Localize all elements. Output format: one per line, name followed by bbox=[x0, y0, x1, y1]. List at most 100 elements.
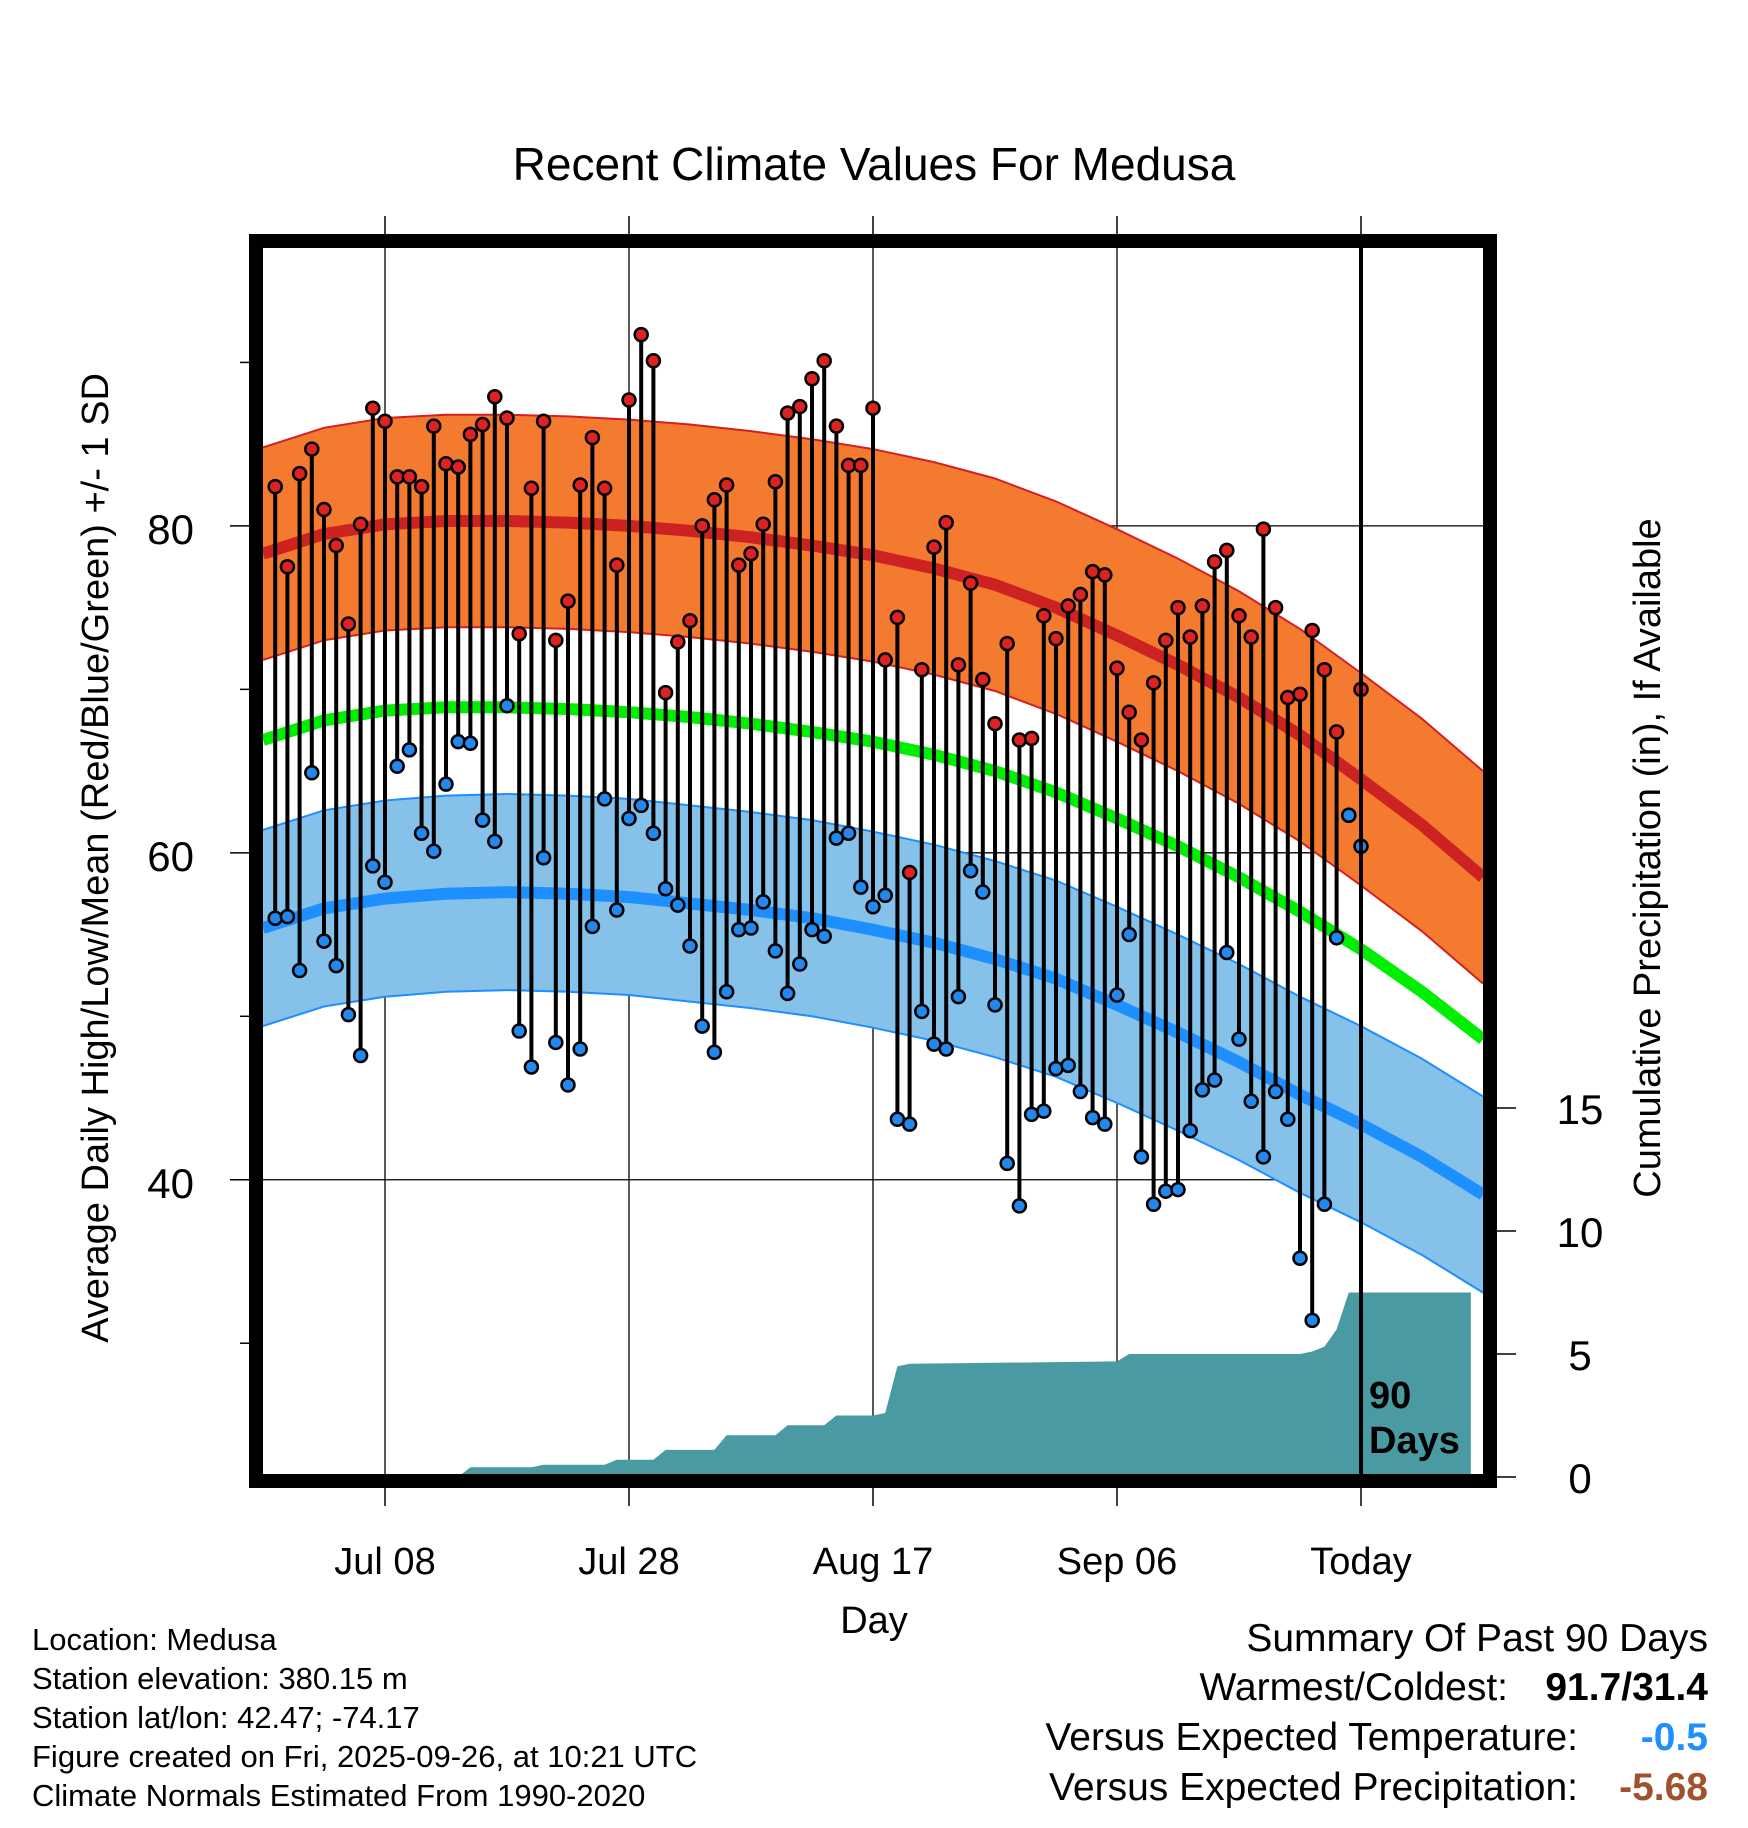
daily-low-point bbox=[1219, 944, 1235, 961]
daily-high-point bbox=[987, 715, 1003, 732]
daily-low-point bbox=[389, 758, 405, 774]
temp-departure-row: Versus Expected Temperature: -0.5 bbox=[1045, 1713, 1708, 1763]
daily-low-point bbox=[840, 825, 857, 841]
daily-high-point bbox=[1084, 563, 1101, 580]
daily-high-point bbox=[584, 429, 601, 446]
daily-low-point bbox=[304, 764, 320, 781]
daily-low-point bbox=[1060, 1057, 1076, 1074]
location-text: Location: Medusa bbox=[32, 1622, 277, 1657]
daily-high-point bbox=[279, 559, 296, 575]
daily-high-point bbox=[535, 413, 552, 430]
daily-high-point bbox=[889, 609, 906, 626]
daily-low-point bbox=[1182, 1122, 1198, 1139]
daily-low-point bbox=[682, 938, 698, 954]
y-tick-label: 60 bbox=[147, 833, 194, 880]
warmest-coldest-value: 91.7/31.4 bbox=[1545, 1666, 1708, 1709]
precip-area bbox=[461, 1292, 1471, 1474]
daily-low-point bbox=[401, 742, 418, 758]
normal-low-line bbox=[263, 886, 1483, 1200]
today-days-label: Days bbox=[1369, 1420, 1460, 1462]
daily-low-point bbox=[609, 902, 625, 918]
daily-high-point bbox=[1097, 567, 1113, 583]
daily-low-point bbox=[511, 1023, 527, 1039]
daily-low-point bbox=[1316, 1196, 1333, 1213]
daily-high-point bbox=[450, 459, 466, 475]
daily-low-point bbox=[462, 735, 479, 752]
y2-tick-label: 5 bbox=[1568, 1332, 1591, 1379]
daily-high-point bbox=[1145, 675, 1162, 691]
summary-title: Summary Of Past 90 Days bbox=[1246, 1617, 1708, 1660]
daily-high-point bbox=[621, 392, 637, 408]
daily-low-point bbox=[560, 1077, 576, 1093]
warmest-coldest-label: Warmest/Coldest: bbox=[1199, 1666, 1508, 1709]
daily-low-point bbox=[1158, 1183, 1174, 1199]
summary-panel: Summary Of Past 90 Days Warmest/Coldest:… bbox=[1045, 1615, 1708, 1813]
daily-low-point bbox=[779, 985, 796, 1002]
daily-low-point bbox=[767, 943, 784, 959]
daily-high-point bbox=[743, 545, 759, 562]
daily-high-point bbox=[1292, 686, 1308, 703]
daily-high-point bbox=[1231, 608, 1247, 624]
daily-high-point bbox=[901, 864, 918, 881]
daily-low-point bbox=[1341, 807, 1357, 823]
daily-low-point bbox=[987, 997, 1003, 1013]
daily-low-point bbox=[1255, 1149, 1272, 1165]
daily-high-point bbox=[352, 516, 369, 533]
daily-high-point bbox=[877, 652, 893, 668]
warmest-coldest-row: Warmest/Coldest: 91.7/31.4 bbox=[1045, 1663, 1708, 1713]
daily-high-point bbox=[1255, 521, 1272, 537]
daily-low-point bbox=[1170, 1181, 1186, 1198]
daily-low-point bbox=[1243, 1093, 1259, 1110]
daily-low-point bbox=[291, 962, 308, 979]
daily-low-point bbox=[1023, 1106, 1040, 1123]
daily-high-point bbox=[462, 426, 479, 443]
today-days-label: 90 bbox=[1369, 1375, 1411, 1417]
daily-low-point bbox=[499, 697, 515, 714]
daily-high-point bbox=[523, 480, 540, 497]
daily-low-point bbox=[877, 887, 893, 904]
daily-low-point bbox=[755, 894, 771, 910]
daily-high-point bbox=[682, 612, 698, 629]
y2-tick-label: 0 bbox=[1568, 1455, 1591, 1502]
daily-high-point bbox=[1121, 704, 1137, 720]
daily-high-point bbox=[1048, 630, 1064, 647]
daily-high-point bbox=[828, 418, 845, 434]
x-tick-label: Jul 08 bbox=[334, 1541, 435, 1583]
daily-low-point bbox=[413, 825, 430, 841]
daily-high-point bbox=[560, 593, 576, 609]
daily-low-point bbox=[999, 1155, 1015, 1172]
daily-low-point bbox=[377, 874, 393, 891]
precip-departure-row: Versus Expected Precipitation: -5.68 bbox=[1045, 1763, 1708, 1813]
axes: Jul 08 Jul 28 Aug 17 Sep 06 Today 40 60 80 0 5 10 1… bbox=[147, 216, 1603, 1583]
daily-high-point bbox=[267, 478, 283, 495]
daily-high-point bbox=[865, 400, 881, 416]
daily-high-point bbox=[1060, 598, 1076, 614]
daily-low-point bbox=[731, 921, 747, 938]
daily-high-point bbox=[1194, 598, 1211, 614]
daily-low-point bbox=[1011, 1198, 1028, 1214]
daily-low-point bbox=[1328, 930, 1345, 946]
daily-low-point bbox=[938, 1041, 954, 1057]
daily-low-point bbox=[584, 918, 601, 935]
daily-high-point bbox=[340, 616, 357, 632]
daily-low-point bbox=[1231, 1031, 1247, 1047]
daily-high-point bbox=[328, 537, 344, 554]
daily-low-point bbox=[438, 776, 454, 792]
daily-high-point bbox=[706, 491, 723, 508]
daily-low-point bbox=[365, 858, 381, 874]
daily-high-point bbox=[645, 353, 662, 369]
daily-low-point bbox=[340, 1006, 357, 1023]
daily-high-point bbox=[304, 441, 320, 457]
daily-high-point bbox=[438, 456, 454, 472]
daily-high-point bbox=[1036, 608, 1052, 624]
daily-high-point bbox=[1219, 542, 1235, 559]
daily-high-point bbox=[804, 371, 820, 387]
daily-high-point bbox=[950, 657, 967, 673]
x-tick-label: Today bbox=[1310, 1541, 1411, 1583]
daily-low-point bbox=[1280, 1111, 1296, 1128]
daily-high-point bbox=[731, 557, 747, 573]
daily-low-point bbox=[816, 928, 832, 944]
daily-low-point bbox=[901, 1116, 918, 1132]
daily-high-point bbox=[1158, 632, 1174, 649]
